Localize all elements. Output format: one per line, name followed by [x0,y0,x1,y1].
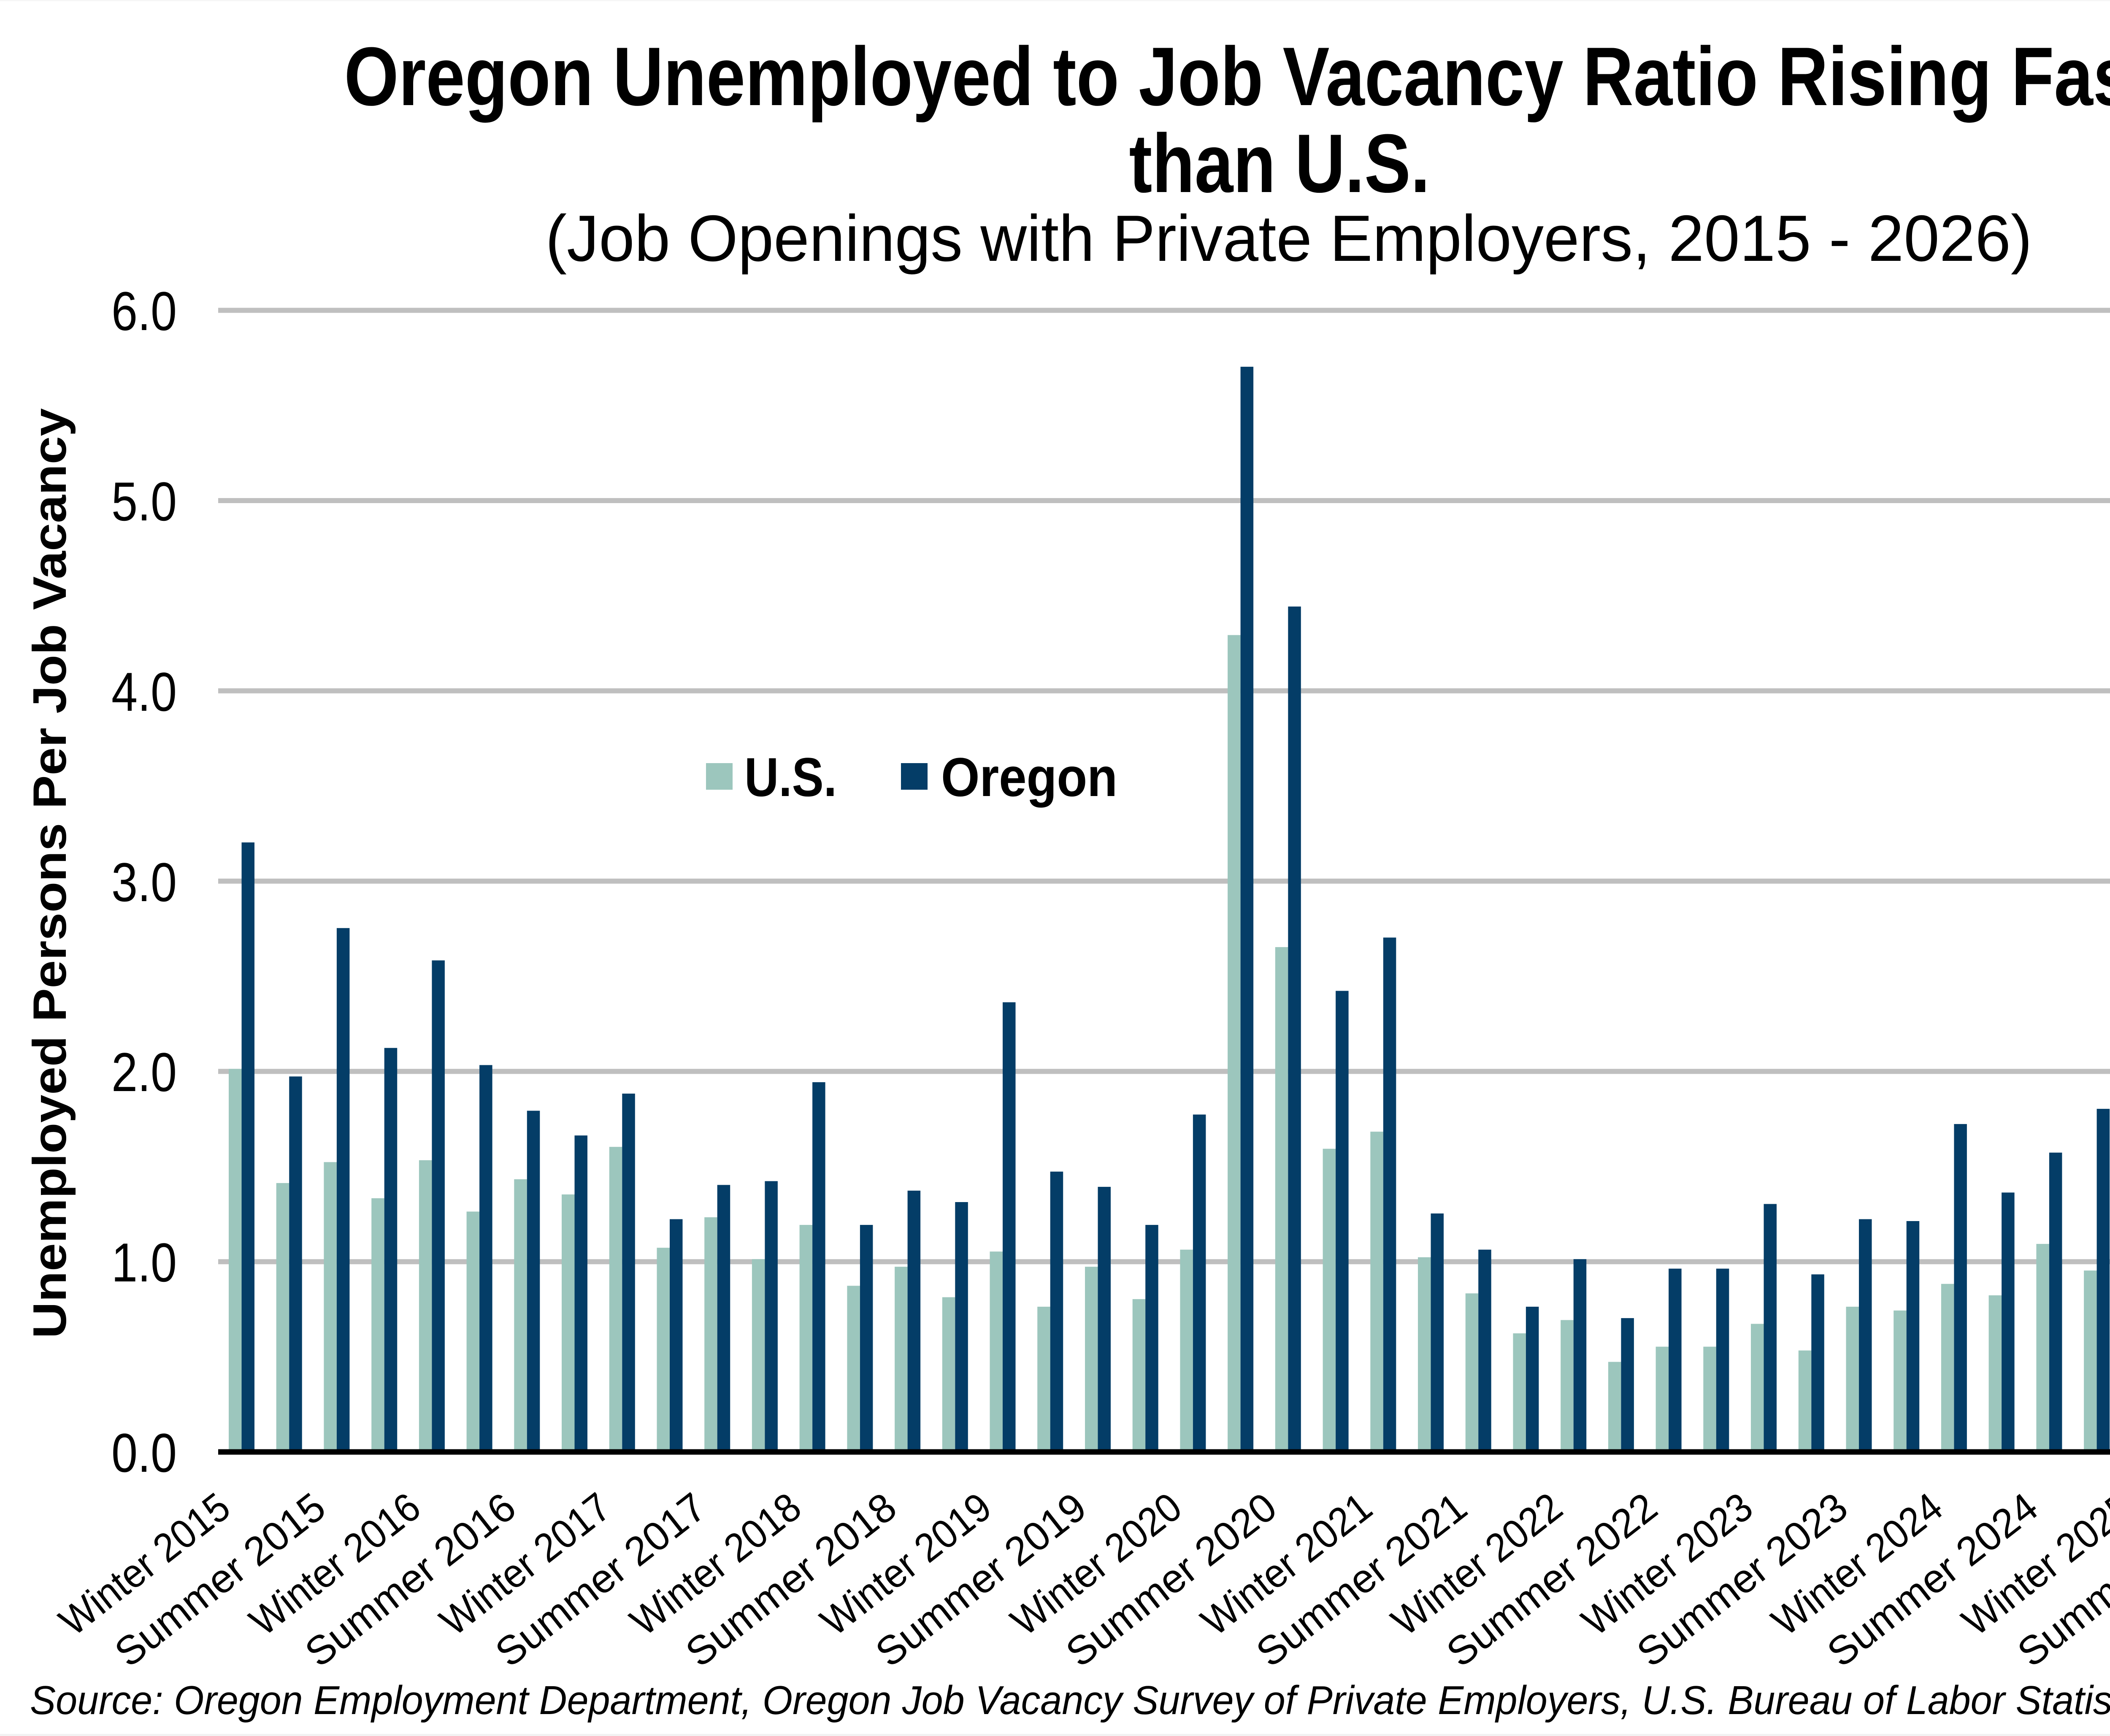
svg-text:5.0: 5.0 [111,471,177,532]
svg-text:6.0: 6.0 [111,280,177,342]
svg-text:(Job Openings with Private Emp: (Job Openings with Private Employers, 20… [546,202,2032,275]
svg-text:Source: Oregon Employment Depa: Source: Oregon Employment Department, Or… [30,1678,2110,1723]
svg-text:Oregon Unemployed to Job Vacan: Oregon Unemployed to Job Vacancy Ratio R… [344,30,2110,123]
svg-text:than U.S.: than U.S. [1129,117,1430,210]
svg-text:Unemployed Persons Per Job Vac: Unemployed Persons Per Job Vacancy [24,408,76,1338]
svg-text:1.0: 1.0 [111,1232,177,1293]
svg-text:Oregon: Oregon [941,746,1117,808]
svg-text:2.0: 2.0 [111,1041,177,1103]
svg-text:U.S.: U.S. [744,746,837,808]
svg-text:0.0: 0.0 [111,1422,177,1484]
svg-text:4.0: 4.0 [111,661,177,723]
svg-text:3.0: 3.0 [111,851,177,913]
